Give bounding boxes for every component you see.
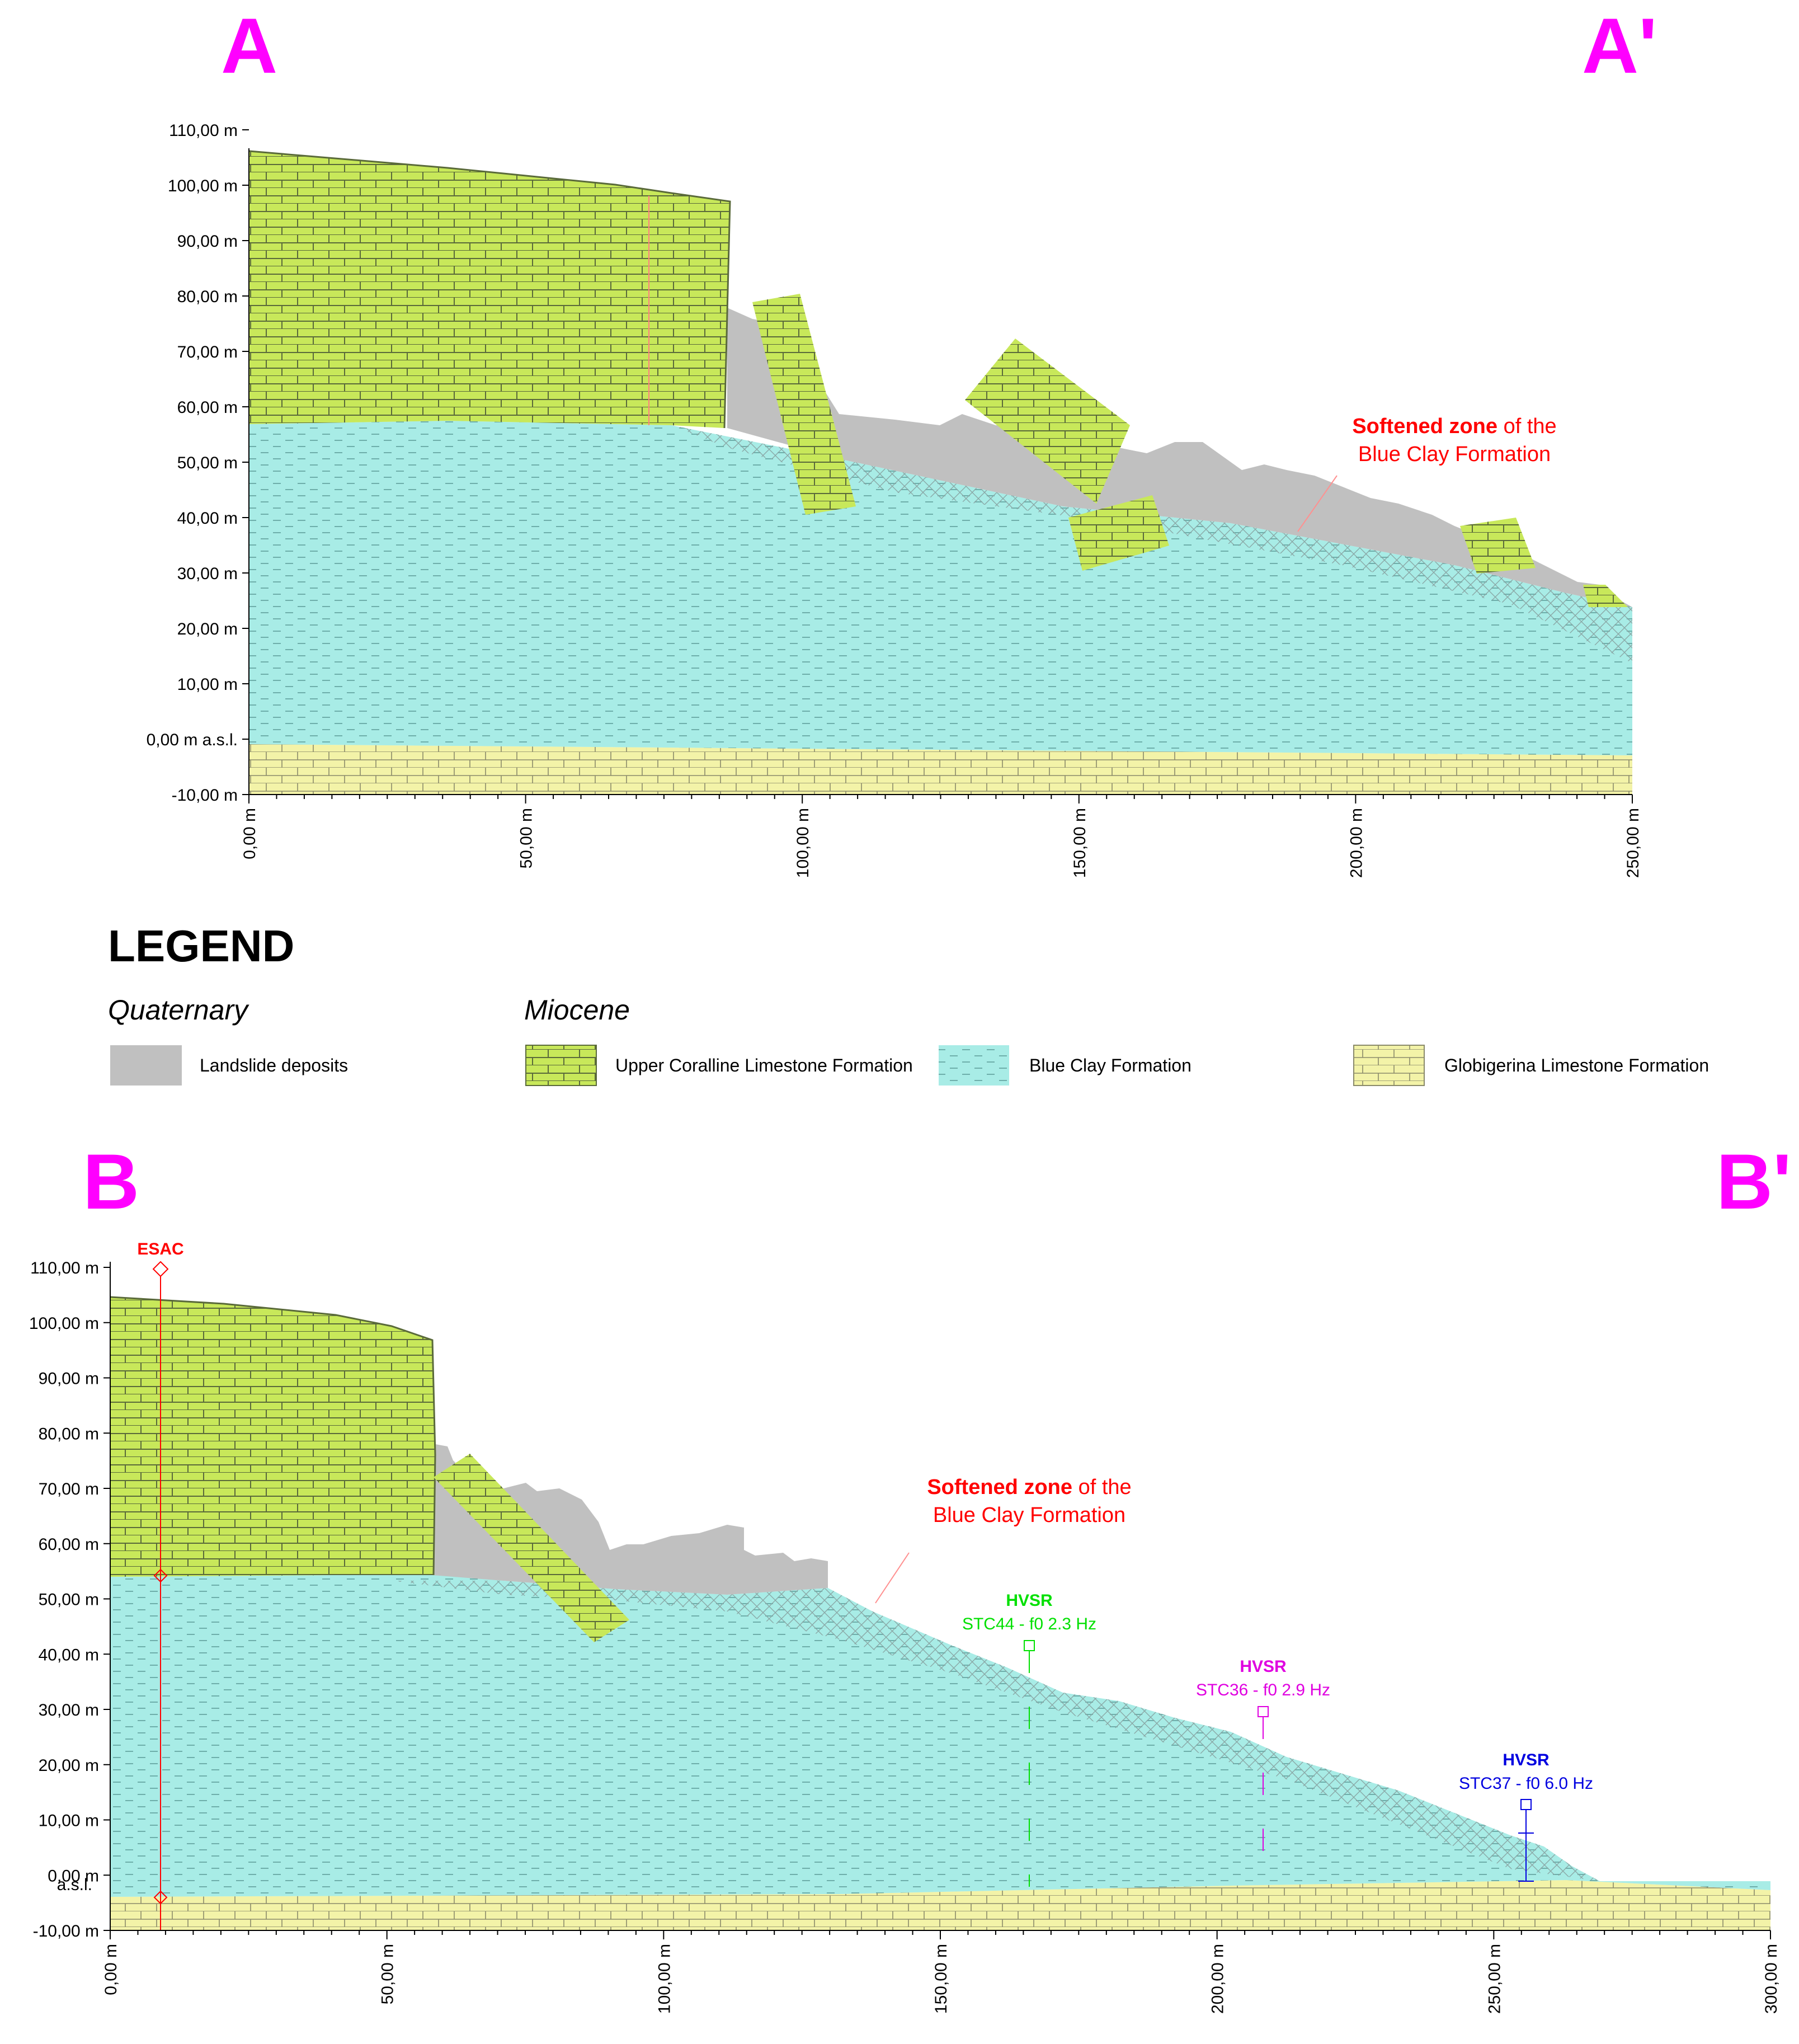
section-a-globigerina-layer <box>249 744 1632 795</box>
section-a-y-tick-label: 20,00 m <box>177 620 238 638</box>
section-a: A A' <box>147 2 1657 878</box>
section-b-x-tick-label: 150,00 m <box>932 1944 950 2014</box>
hvsr-stc37-title: HVSR <box>1503 1751 1550 1769</box>
legend-swatch-landslide <box>110 1045 182 1086</box>
legend-group-quaternary: Quaternary <box>108 994 249 1026</box>
section-b-x-tick-label: 0,00 m <box>102 1944 120 1995</box>
section-a-x-tick-label: 250,00 m <box>1624 808 1642 878</box>
section-b-softened-zone <box>392 1581 1600 1881</box>
section-b-y-tick-label: 20,00 m <box>39 1756 99 1775</box>
section-b-x-tick-label: 300,00 m <box>1762 1944 1781 2014</box>
section-a-y-tick-label: 40,00 m <box>177 509 238 528</box>
section-b-y-axis: 110,00 m 100,00 m 90,00 m 80,00 m 70,00 m 60,… <box>29 1259 110 1940</box>
section-a-y-tick-label: 70,00 m <box>177 343 238 361</box>
section-b-x-tick-label: 250,00 m <box>1485 1944 1504 2014</box>
legend-label-coralline: Upper Coralline Limestone Formation <box>615 1055 913 1075</box>
hvsr-stc44-title: HVSR <box>1006 1591 1053 1610</box>
section-a-blue-clay-layer <box>249 421 1632 755</box>
section-a-y-tick-label: 50,00 m <box>177 454 238 472</box>
section-b-y-tick-label: 110,00 m <box>30 1259 99 1277</box>
section-a-softened-zone <box>671 425 1632 663</box>
section-a-y-tick-label: -10,00 m <box>172 786 238 805</box>
section-a-x-tick-label: 50,00 m <box>517 808 536 868</box>
section-a-softened-annotation: Softened zone of the <box>1352 415 1556 438</box>
legend-group-miocene: Miocene <box>524 994 630 1026</box>
hvsr-marker-stc44: HVSR STC44 - f0 2.3 Hz <box>962 1591 1096 1887</box>
section-a-x-tick-label: 100,00 m <box>794 808 812 878</box>
section-b-softened-annotation-line2: Blue Clay Formation <box>933 1503 1125 1527</box>
hvsr-stc36-label: STC36 - f0 2.9 Hz <box>1196 1681 1330 1699</box>
section-b-globigerina-layer <box>110 1880 1770 1930</box>
section-a-softened-annotation-line2: Blue Clay Formation <box>1358 443 1551 466</box>
section-b: B B' Softened zone of the <box>29 1138 1792 2014</box>
hvsr-stc44-label: STC44 - f0 2.3 Hz <box>962 1615 1096 1633</box>
esac-survey-marker: ESAC <box>137 1240 184 1930</box>
section-b-y-tick-label: 0,00 m <box>48 1867 99 1885</box>
section-b-y-tick-label: 30,00 m <box>39 1701 99 1719</box>
section-a-y-tick-label: 90,00 m <box>177 232 238 251</box>
section-a-y-tick-label: 100,00 m <box>168 177 238 195</box>
section-b-coralline-limestone <box>110 1296 436 1577</box>
section-b-y-tick-label: 10,00 m <box>39 1812 99 1830</box>
section-a-rock-blocks <box>752 294 1628 607</box>
section-b-start-label: B <box>83 1138 139 1225</box>
esac-label: ESAC <box>137 1240 183 1258</box>
section-a-y-tick-label: 80,00 m <box>177 288 238 306</box>
section-b-y-tick-label: 60,00 m <box>39 1535 99 1554</box>
section-b-softened-annotation: Softened zone of the <box>927 1476 1131 1499</box>
section-a-y-tick-label: 60,00 m <box>177 398 238 417</box>
section-a-y-tick-label: 110,00 m <box>169 121 238 140</box>
legend: LEGEND Quaternary Miocene Landslide depo… <box>108 921 1709 1086</box>
section-a-landslide-deposits <box>727 308 1632 607</box>
section-b-x-tick-label: 200,00 m <box>1209 1944 1227 2014</box>
section-a-x-tick-label: 150,00 m <box>1071 808 1089 878</box>
section-b-y-tick-label: 90,00 m <box>39 1370 99 1388</box>
section-a-y-tick-label: 0,00 m a.s.l. <box>147 731 238 749</box>
section-b-x-tick-label: 100,00 m <box>655 1944 674 2014</box>
legend-label-blue-clay: Blue Clay Formation <box>1029 1055 1192 1075</box>
section-b-blue-clay-layer <box>110 1572 1770 1897</box>
section-a-y-axis: 110,00 m 100,00 m 90,00 m 80,00 m 70,00 m 60,… <box>147 121 249 805</box>
section-b-x-tick-label: 50,00 m <box>379 1944 397 2004</box>
section-b-y-tick-label: 40,00 m <box>39 1646 99 1664</box>
section-b-zero-suffix: a.s.l. <box>57 1876 92 1894</box>
hvsr-stc36-title: HVSR <box>1240 1657 1287 1676</box>
section-a-end-label: A' <box>1582 2 1657 90</box>
legend-title: LEGEND <box>108 921 294 971</box>
section-a-start-label: A <box>221 2 277 90</box>
section-b-y-tick-label: 70,00 m <box>39 1480 99 1498</box>
section-b-y-tick-label: 80,00 m <box>39 1425 99 1443</box>
legend-label-globigerina: Globigerina Limestone Formation <box>1444 1055 1709 1075</box>
legend-label-landslide: Landslide deposits <box>200 1055 348 1075</box>
section-b-end-label: B' <box>1716 1138 1791 1225</box>
hvsr-marker-stc37: HVSR STC37 - f0 6.0 Hz <box>1459 1751 1593 1882</box>
section-a-x-axis: 0,00 m 50,00 m 100,00 m 150,00 m 200,00 m 250… <box>241 795 1642 878</box>
section-a-x-tick-label: 0,00 m <box>241 808 259 859</box>
section-a-x-tick-label: 200,00 m <box>1347 808 1365 878</box>
section-b-y-tick-label: 100,00 m <box>29 1314 99 1333</box>
section-b-y-tick-label: -10,00 m <box>33 1922 99 1940</box>
section-b-y-tick-label: 50,00 m <box>39 1591 99 1609</box>
section-a-y-tick-label: 10,00 m <box>177 675 238 694</box>
section-b-rock-block <box>434 1454 629 1642</box>
section-a-coralline-limestone <box>248 150 731 429</box>
section-a-y-tick-label: 30,00 m <box>177 565 238 583</box>
hvsr-marker-stc36: HVSR STC36 - f0 2.9 Hz <box>1196 1657 1330 1885</box>
section-b-x-axis: 0,00 m 50,00 m 100,00 m 150,00 m 200,00 m 250… <box>102 1930 1781 2014</box>
hvsr-stc37-label: STC37 - f0 6.0 Hz <box>1459 1774 1593 1793</box>
